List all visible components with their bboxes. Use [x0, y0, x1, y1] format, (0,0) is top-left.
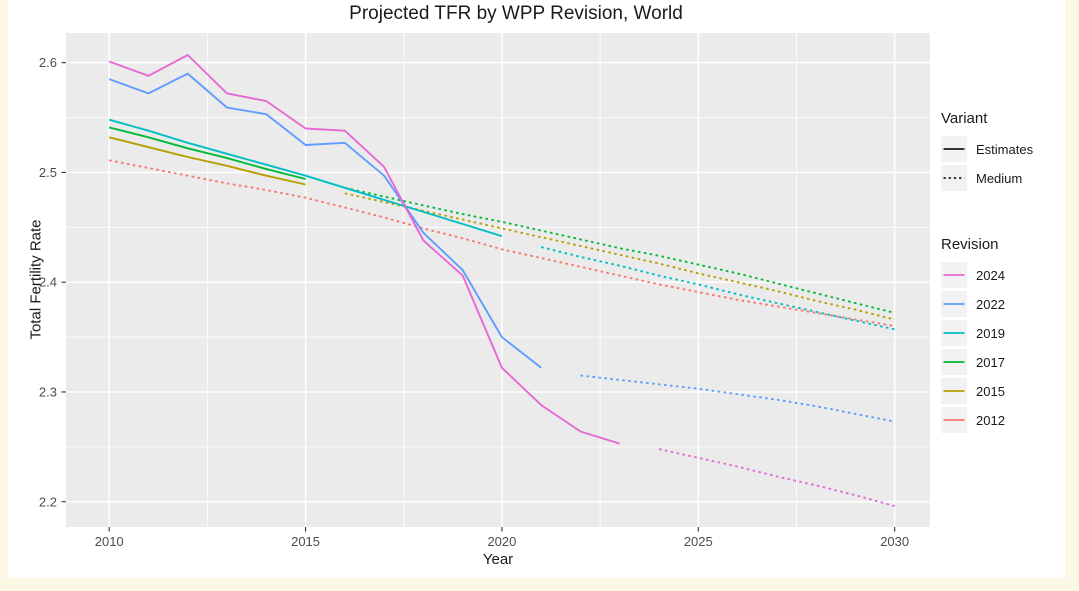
series-line-2017-medium [344, 186, 895, 314]
legend-title-variant: Variant [941, 110, 988, 127]
legend-label: 2022 [976, 296, 1005, 312]
y-axis-title: Total Fertility Rate [27, 219, 45, 340]
legend-key-2015 [941, 378, 967, 404]
legend-item-2017: 2017 [941, 349, 1065, 375]
y-tick-label: 2.4 [39, 275, 57, 290]
series-line-2022-estimates [108, 72, 542, 369]
x-tick-label: 2020 [487, 534, 516, 549]
legend-group-variant: Variant Estimates Medium [941, 110, 1065, 191]
x-tick-label: 2010 [95, 534, 124, 549]
series-line-2022-medium [580, 374, 895, 423]
series-line-2019-medium [540, 246, 895, 331]
legend-items-revision: 2024 2022 2019 2017 2015 2012 [941, 262, 1065, 433]
legend-label: Estimates [976, 141, 1034, 157]
legend-title-revision: Revision [941, 236, 999, 253]
legend-label: 2017 [976, 354, 1005, 370]
x-tick-label: 2030 [880, 534, 909, 549]
legend-label: 2019 [976, 325, 1005, 341]
legend-item-2015: 2015 [941, 378, 1065, 404]
legend: Variant Estimates Medium Revision 2024 202… [941, 110, 1065, 436]
legend-spacer [941, 194, 1065, 236]
series-line-2017-estimates [108, 126, 306, 180]
series-line-2015-medium [344, 192, 895, 321]
legend-label: 2012 [976, 412, 1005, 428]
legend-item-2022: 2022 [941, 291, 1065, 317]
legend-item-2012: 2012 [941, 407, 1065, 433]
chart-card: 2010 2015 2020 2025 2030 2.2 2.3 2.4 2.5 2.6 Proj… [8, 0, 1065, 578]
series-line-2019-estimates [108, 118, 503, 238]
y-tick-label: 2.2 [39, 494, 57, 509]
legend-key-medium [941, 165, 967, 191]
panel-background [66, 33, 930, 527]
legend-item-2024: 2024 [941, 262, 1065, 288]
legend-key-2012 [941, 407, 967, 433]
legend-item-estimates: Estimates [941, 136, 1065, 162]
x-axis-title: Year [482, 551, 514, 568]
legend-key-2019 [941, 320, 967, 346]
chart-title: Projected TFR by WPP Revision, World [349, 3, 683, 24]
legend-key-estimates [941, 136, 967, 162]
y-tick-label: 2.6 [39, 55, 57, 70]
legend-key-2022 [941, 291, 967, 317]
legend-label: Medium [976, 170, 1023, 186]
legend-items-variant: Estimates Medium [941, 136, 1065, 191]
series-line-2024-estimates [108, 54, 620, 445]
plot-area: 2010 2015 2020 2025 2030 2.2 2.3 2.4 2.5 2.6 [39, 33, 930, 549]
legend-key-2024 [941, 262, 967, 288]
legend-label: 2015 [976, 383, 1005, 399]
legend-group-revision: Revision 2024 2022 2019 2017 2015 2012 [941, 236, 1065, 433]
y-tick-label: 2.5 [39, 165, 57, 180]
series-line-2024-medium [658, 448, 895, 508]
legend-item-medium: Medium [941, 165, 1065, 191]
y-tick-label: 2.3 [39, 384, 57, 399]
series-line-2012-medium [109, 159, 895, 328]
x-tick-label: 2025 [684, 534, 713, 549]
series-line-2015-estimates [108, 136, 306, 186]
legend-item-2019: 2019 [941, 320, 1065, 346]
x-tick-label: 2015 [291, 534, 320, 549]
legend-key-2017 [941, 349, 967, 375]
legend-label: 2024 [976, 267, 1005, 283]
